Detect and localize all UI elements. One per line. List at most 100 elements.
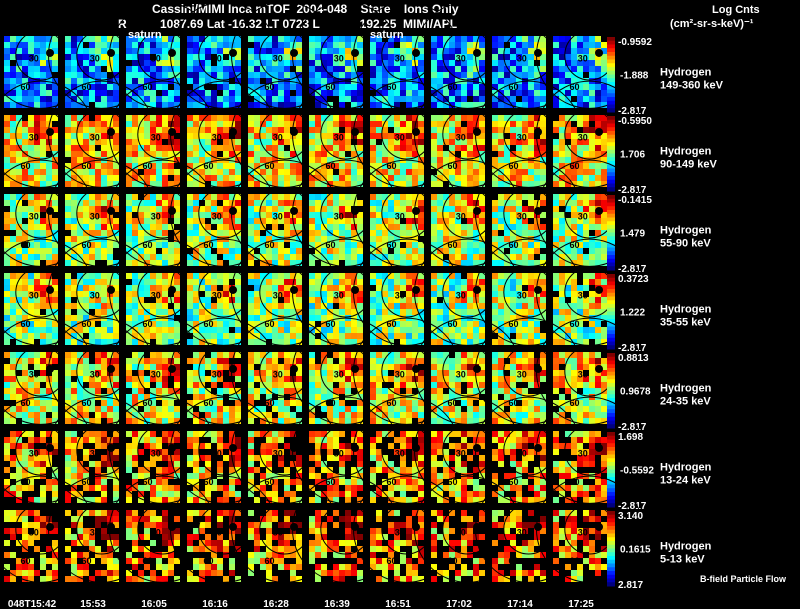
svg-text:60: 60 [21,398,31,408]
colorbar-seg-r4-17 [607,416,615,421]
svg-text:60: 60 [143,398,153,408]
svg-text:60: 60 [570,240,580,250]
energy-label-r5: 13-24 keV [660,475,711,487]
time-label-4: 16:28 [263,599,289,609]
colorbar-seg-r3-15 [607,330,615,335]
colorbar-seg-r1-13 [607,164,615,169]
colorbar-seg-r6-6 [607,533,615,538]
svg-text:30: 30 [90,290,100,300]
svg-text:60: 60 [82,82,92,92]
panel-r0-c1: 30 60 [47,1,156,109]
svg-text:30: 30 [151,211,161,221]
colorbar-seg-r0-7 [607,63,615,68]
colorbar-seg-r0-16 [607,97,615,102]
svg-text:30: 30 [395,132,405,142]
colorbar-seg-r2-3 [607,206,615,211]
colorbar-seg-r2-18 [607,262,615,267]
colorbar-seg-r5-10 [607,469,615,474]
panel-r3-c9: 30 60 [535,238,644,346]
colorbar-seg-r4-13 [607,401,615,406]
colorbar-seg-r1-16 [607,176,615,181]
colorbar-seg-r5-12 [607,477,615,482]
colorbar-seg-r3-7 [607,300,615,305]
time-label-3: 16:16 [202,599,228,609]
svg-text:30: 30 [456,211,466,221]
colorbar-seg-r5-17 [607,495,615,500]
svg-text:60: 60 [82,319,92,329]
svg-text:60: 60 [143,319,153,329]
svg-text:60: 60 [265,319,275,329]
colorbar-seg-r3-18 [607,341,615,346]
energy-label-r3: 35-55 keV [660,317,711,329]
svg-text:30: 30 [212,132,222,142]
colorbar-seg-r6-16 [607,571,615,576]
svg-text:30: 30 [151,290,161,300]
colorbar-seg-r5-18 [607,499,615,504]
colorbar-seg-r0-0 [607,37,615,42]
svg-text:30: 30 [578,53,588,63]
colorbar-seg-r4-4 [607,368,615,373]
energy-label-r1: 90-149 keV [660,159,718,171]
colorbar-min-r3: -2.817 [618,343,647,354]
colorbar-seg-r6-8 [607,541,615,546]
colorbar-seg-r0-12 [607,82,615,87]
colorbar-seg-r5-5 [607,450,615,455]
svg-text:30: 30 [29,132,39,142]
panel-r1-c7: 30 60 [413,80,522,188]
colorbar-seg-r5-4 [607,447,615,452]
units-label: Log Cnts [712,4,760,16]
colorbar-seg-r4-0 [607,353,615,358]
species-label-r1: Hydrogen [660,146,712,158]
colorbar-seg-r2-0 [607,195,615,200]
svg-text:60: 60 [204,161,214,171]
colorbar-seg-r1-19 [607,187,615,192]
colorbar-seg-r3-14 [607,326,615,331]
colorbar-seg-r1-5 [607,134,615,139]
colorbar-seg-r0-11 [607,78,615,83]
colorbar-seg-r2-4 [607,210,615,215]
svg-text:30: 30 [212,53,222,63]
colorbar-seg-r3-8 [607,304,615,309]
panel-r2-c7: 30 60 [413,159,522,267]
svg-text:60: 60 [204,82,214,92]
colorbar-seg-r4-2 [607,360,615,365]
colorbar-seg-r3-0 [607,274,615,279]
panel-r1-c8: 30 60 [474,80,583,188]
colorbar-min-r0: -2.817 [618,106,647,117]
colorbar-seg-r1-17 [607,179,615,184]
svg-text:30: 30 [212,369,222,379]
energy-label-r2: 55-90 keV [660,238,711,250]
colorbar-mid-r5: -0.5592 [620,466,654,477]
svg-text:60: 60 [21,240,31,250]
panel-r2-c1: 30 60 [47,159,156,267]
colorbar-seg-r5-8 [607,462,615,467]
colorbar-seg-r3-17 [607,337,615,342]
colorbar-seg-r2-1 [607,198,615,203]
colorbar-seg-r2-9 [607,228,615,233]
time-label-7: 17:02 [446,599,472,609]
colorbar-seg-r6-17 [607,574,615,579]
svg-text:60: 60 [448,82,458,92]
colorbar-seg-r5-3 [607,443,615,448]
colorbar-seg-r3-2 [607,281,615,286]
svg-text:30: 30 [334,132,344,142]
colorbar-mid-r1: 1.706 [620,150,645,161]
colorbar-max-r6: 3.140 [618,511,643,522]
colorbar-seg-r6-10 [607,548,615,553]
colorbar-seg-r5-0 [607,432,615,437]
colorbar-max-r3: 0.3723 [618,274,649,285]
svg-text:60: 60 [326,240,336,250]
colorbar-max-r1: -0.5950 [618,116,652,127]
colorbar-seg-r1-10 [607,153,615,158]
svg-text:60: 60 [326,82,336,92]
svg-text:60: 60 [448,319,458,329]
colorbar-seg-r6-18 [607,578,615,583]
colorbar-min-r4: -2.817 [618,422,647,433]
colorbar-seg-r0-10 [607,74,615,79]
svg-text:30: 30 [90,369,100,379]
colorbar-seg-r2-12 [607,240,615,245]
